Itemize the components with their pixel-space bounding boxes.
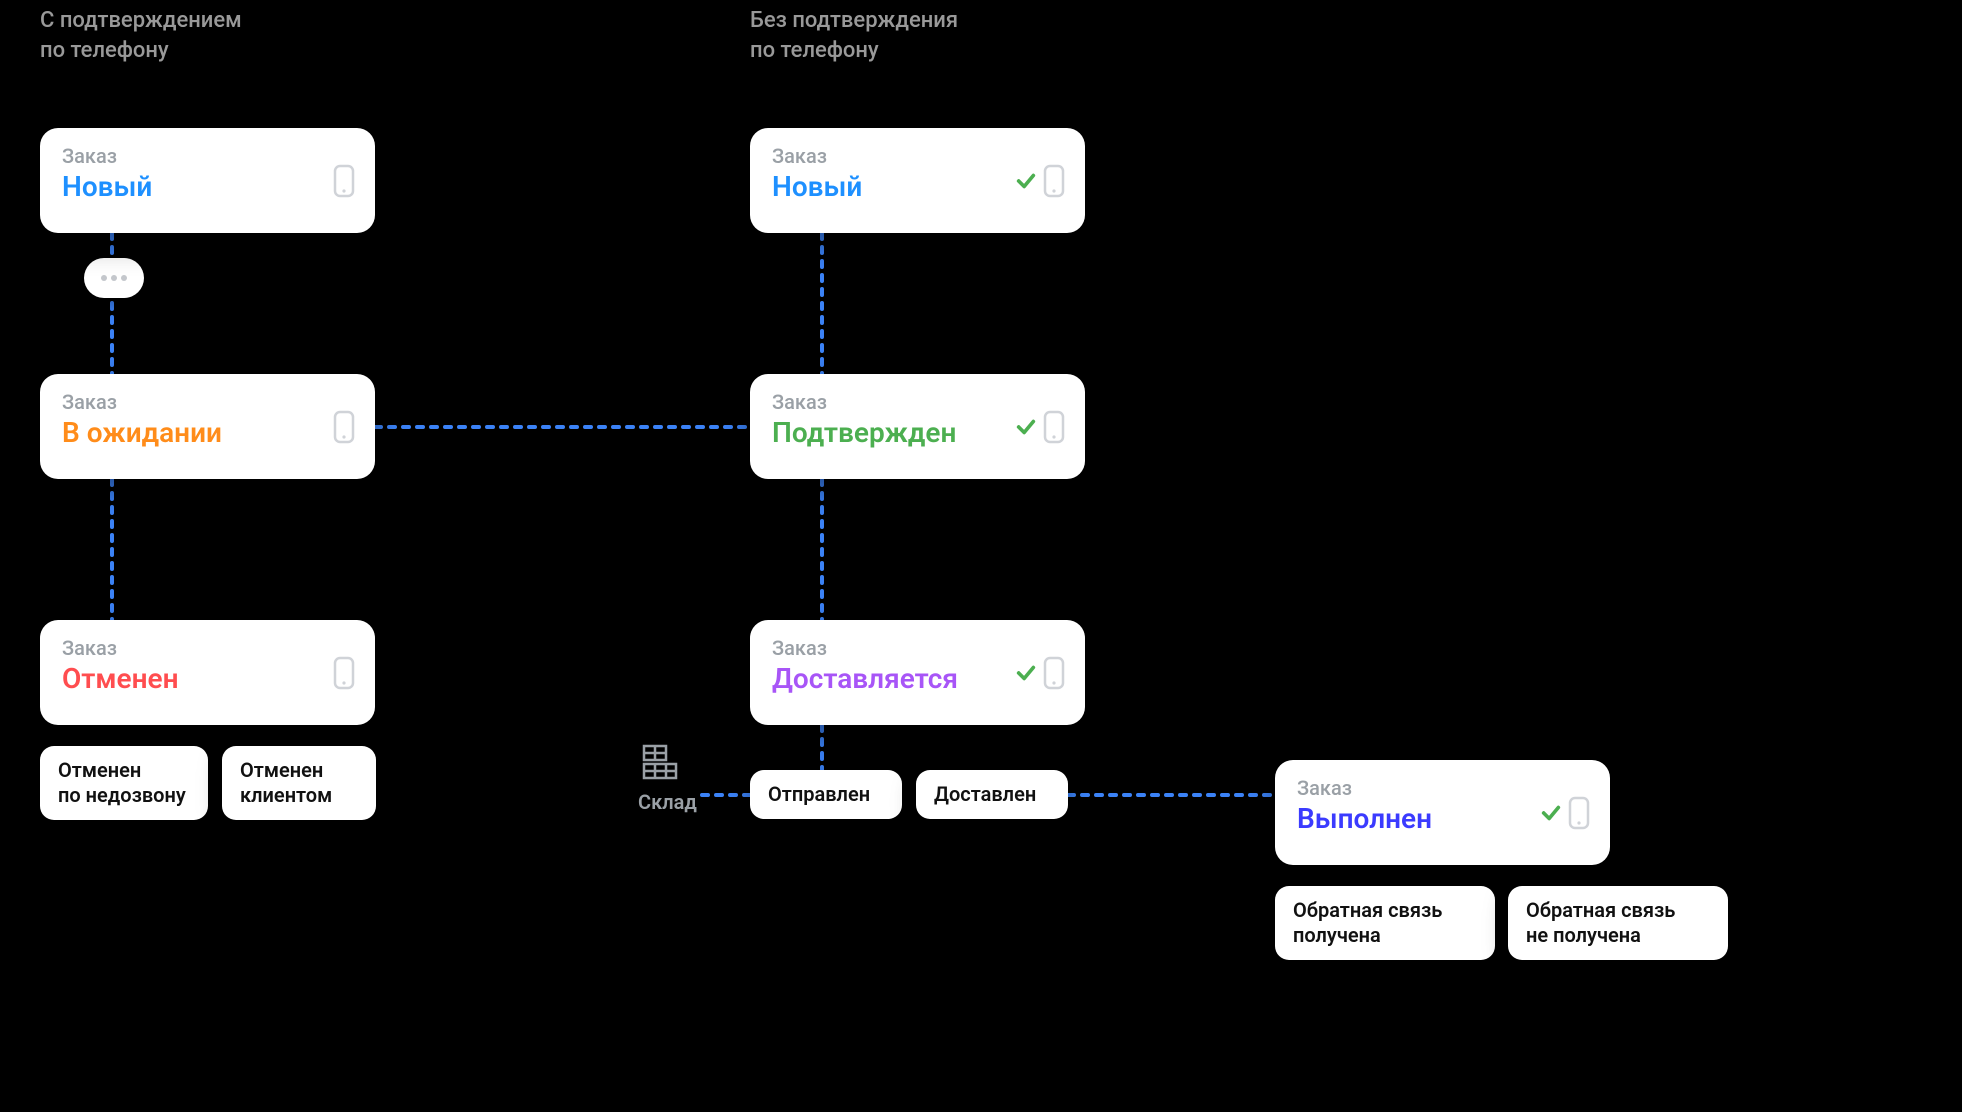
status-card-l-wait: ЗаказВ ожидании (40, 374, 375, 479)
status-card-r-conf: ЗаказПодтвержден (750, 374, 1085, 479)
warehouse-label: Склад (638, 790, 697, 814)
chip-c-client: Отменен клиентом (222, 746, 376, 820)
chip-c-fb-no: Обратная связь не получена (1508, 886, 1728, 960)
warehouse-icon (640, 742, 680, 786)
card-supertitle: Заказ (62, 390, 353, 414)
phone-icon (333, 164, 355, 198)
card-title: Новый (62, 170, 353, 204)
phone-icon (333, 656, 355, 690)
column-title-left: С подтверждением по телефону (40, 6, 242, 65)
chip-c-arrived: Доставлен (916, 770, 1068, 819)
card-supertitle: Заказ (62, 144, 353, 168)
column-title-left-line2: по телефону (40, 38, 169, 63)
diagram-stage: С подтверждением по телефону Без подтвер… (0, 0, 1962, 1112)
chip-c-no-ans: Отменен по недозвону (40, 746, 208, 820)
status-card-l-new: ЗаказНовый (40, 128, 375, 233)
column-title-right-line1: Без подтверждения (750, 8, 958, 33)
status-card-r-new: ЗаказНовый (750, 128, 1085, 233)
column-title-left-line1: С подтверждением (40, 8, 242, 33)
phone-confirmed-icon (1015, 410, 1065, 444)
card-title: В ожидании (62, 416, 353, 450)
column-title-right-line2: по телефону (750, 38, 879, 63)
status-card-r-done: ЗаказВыполнен (1275, 760, 1610, 865)
phone-confirmed-icon (1015, 656, 1065, 690)
status-card-l-cancel: ЗаказОтменен (40, 620, 375, 725)
column-title-right: Без подтверждения по телефону (750, 6, 958, 65)
phone-icon (333, 410, 355, 444)
card-title: Отменен (62, 662, 353, 696)
chip-c-sent: Отправлен (750, 770, 902, 819)
chip-c-fb-yes: Обратная связь получена (1275, 886, 1495, 960)
status-card-r-deliv: ЗаказДоставляется (750, 620, 1085, 725)
ellipsis-icon (84, 258, 144, 298)
card-supertitle: Заказ (62, 636, 353, 660)
phone-confirmed-icon (1540, 796, 1590, 830)
phone-confirmed-icon (1015, 164, 1065, 198)
